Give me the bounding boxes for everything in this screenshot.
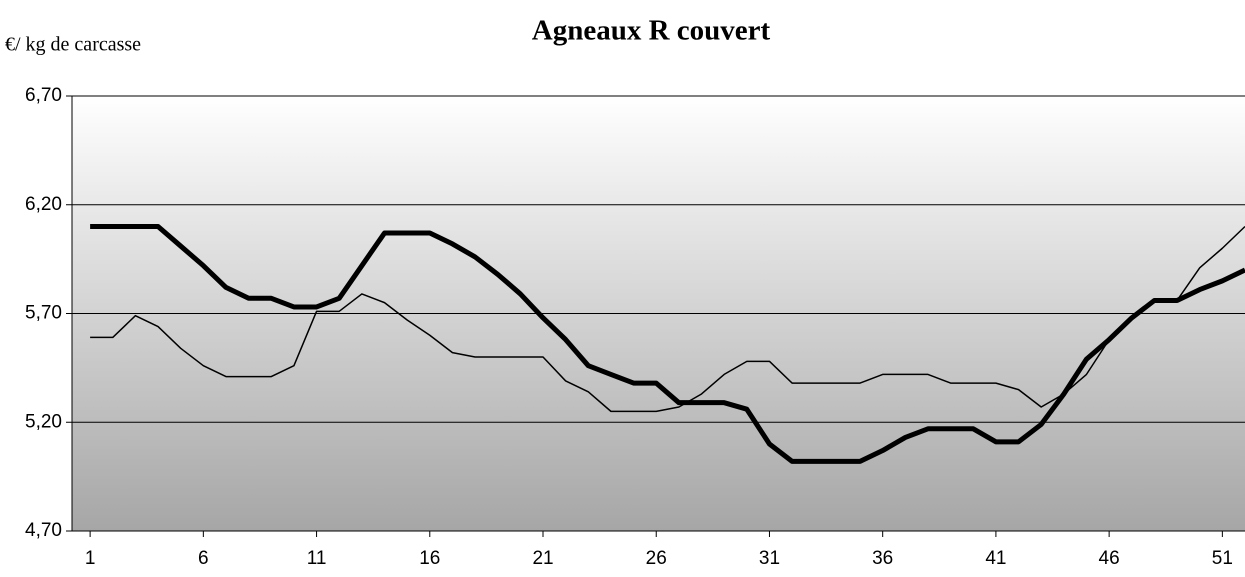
y-tick-label: 6,70 [25,85,62,106]
x-tick-label: 16 [419,548,440,569]
x-tick-label: 36 [872,548,893,569]
x-tick-label: 6 [198,548,209,569]
x-tick-label: 26 [646,548,667,569]
x-tick-label: 41 [985,548,1006,569]
y-tick-label: 4,70 [25,520,62,541]
x-tick-label: 21 [532,548,553,569]
x-tick-label: 31 [759,548,780,569]
x-tick-label: 46 [1099,548,1120,569]
chart-title: Agneaux R couvert [532,15,771,47]
y-tick-label: 5,70 [25,303,62,324]
series-line [90,225,1245,413]
x-tick-label: 51 [1212,548,1233,569]
x-tick-label: 11 [307,548,327,569]
y-axis-label: €/ kg de carcasse [5,34,141,56]
y-tick-label: 5,20 [25,411,62,432]
series-line [90,224,1245,464]
x-tick-label: 1 [85,548,96,569]
y-tick-label: 6,20 [25,194,62,215]
